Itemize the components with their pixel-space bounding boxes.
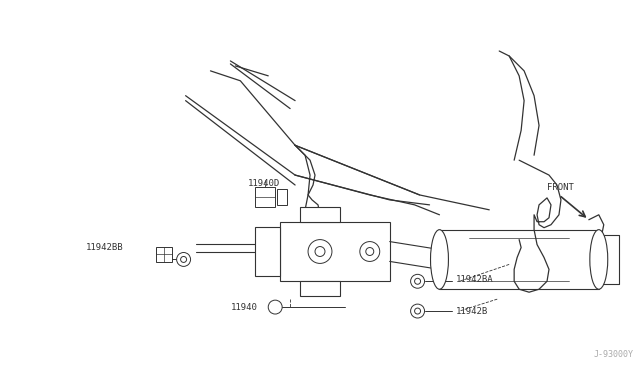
Circle shape <box>415 278 420 284</box>
Ellipse shape <box>431 230 449 289</box>
Polygon shape <box>277 189 287 205</box>
Circle shape <box>366 247 374 256</box>
Circle shape <box>415 308 420 314</box>
Circle shape <box>315 247 325 256</box>
Text: J-93000Y: J-93000Y <box>594 350 634 359</box>
Text: 11940D: 11940D <box>248 179 280 187</box>
Text: 11940: 11940 <box>230 302 257 312</box>
Polygon shape <box>300 207 340 222</box>
Text: FRONT: FRONT <box>547 183 574 192</box>
Circle shape <box>308 240 332 263</box>
Circle shape <box>411 274 424 288</box>
Text: 11942BB: 11942BB <box>86 243 124 252</box>
Circle shape <box>360 241 380 262</box>
Polygon shape <box>440 230 599 289</box>
Circle shape <box>268 300 282 314</box>
Text: 11942B: 11942B <box>456 307 488 315</box>
Circle shape <box>177 253 191 266</box>
Polygon shape <box>300 281 340 296</box>
Ellipse shape <box>590 230 608 289</box>
Polygon shape <box>280 222 390 281</box>
Circle shape <box>180 256 187 262</box>
Circle shape <box>411 304 424 318</box>
Polygon shape <box>255 187 275 207</box>
Text: 11942BA: 11942BA <box>456 275 493 284</box>
Polygon shape <box>255 227 280 276</box>
Polygon shape <box>156 247 172 262</box>
